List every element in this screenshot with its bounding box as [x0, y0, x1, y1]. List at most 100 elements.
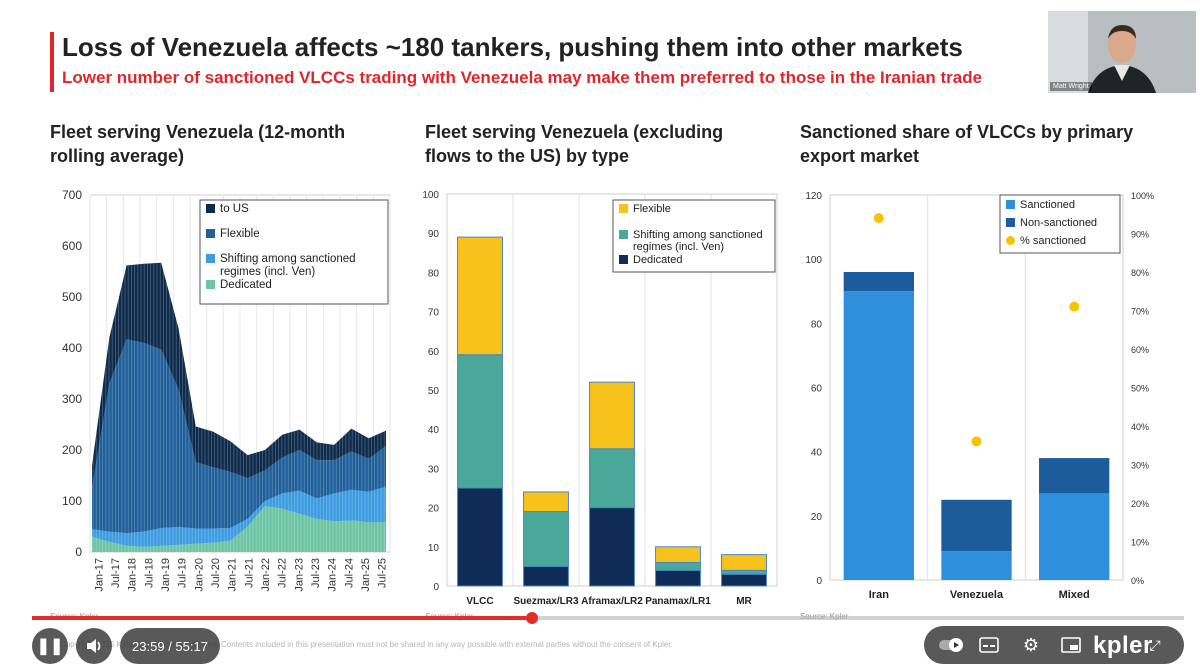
chart2-y-tick-label: 90: [428, 229, 440, 240]
chart2-bar: 0 10 20 30 40 50 60 70 80 90 100 VLCC Suezmax/LR3 Afr…: [422, 190, 778, 607]
chart1-x-tick-label: Jan-20: [193, 558, 205, 592]
chart1-x-tick-label: Jan-18: [127, 558, 139, 592]
chart2-legend-label: Flexible: [633, 203, 671, 215]
chart1-title: Fleet serving Venezuela (12-month rollin…: [50, 122, 346, 166]
subtitles-icon: [979, 637, 999, 653]
chart3-dot-mixed: [1069, 301, 1080, 312]
chart1-x-tick-label: Jan-22: [260, 558, 272, 592]
chart1-x-tick-label: Jan-19: [160, 558, 172, 592]
chart2-bar-aframax-lr2: [589, 381, 635, 450]
chart3-title: Sanctioned share of VLCCs by primary exp…: [800, 122, 1134, 166]
progress-scrubber[interactable]: [525, 612, 538, 624]
autoplay-icon: [939, 638, 963, 652]
fullscreen-button[interactable]: ⤢: [1142, 632, 1168, 658]
chart1-x-tick-label: Jul-21: [243, 558, 255, 588]
chart1-y-tick-label: 500: [62, 290, 82, 304]
chart1-y-tick-label: 100: [62, 494, 82, 508]
chart2-bar-suezmax-lr3: [523, 491, 569, 513]
chart2-title: Fleet serving Venezuela (excluding flows…: [425, 122, 724, 166]
chart3-x-tick-label: Venezuela: [950, 589, 1004, 601]
chart1-x-tick-label: Jan-24: [327, 558, 339, 592]
chart2-y-tick-label: 70: [428, 308, 440, 319]
volume-button[interactable]: [76, 628, 112, 664]
chart2-y-tick-label: 0: [433, 582, 439, 593]
webcam-feed: Matt Wright: [1048, 11, 1196, 93]
chart1-x-tick-label: Jul-25: [377, 558, 389, 588]
chart2-legend-swatch: [619, 230, 628, 239]
chart3-y2-tick-label: 90%: [1131, 230, 1149, 240]
chart3-y-tick-label: 60: [811, 384, 823, 395]
chart1-legend-swatch: [206, 204, 215, 213]
chart2-bar-vlcc: [457, 487, 503, 587]
subtitles-button[interactable]: [976, 632, 1002, 658]
slide-title: Loss of Venezuela affects ~180 tankers, …: [62, 32, 963, 62]
pause-button[interactable]: ❚❚: [32, 628, 68, 664]
chart1-y-tick-label: 600: [62, 239, 82, 253]
chart1-y-tick-label: 400: [62, 341, 82, 355]
chart2-y-tick-label: 10: [428, 543, 440, 554]
chart2-legend-swatch: [619, 255, 628, 264]
chart3-bar: 0 20 40 60 80 100 120 0% 10% 20% 30% 40% 50% 60% 70% 80…: [805, 191, 1154, 601]
chart1-y-tick-label: 700: [62, 188, 82, 202]
miniplayer-button[interactable]: [1058, 632, 1084, 658]
chart3-y2-tick-label: 60%: [1131, 345, 1149, 355]
chart1-legend-label: to US: [220, 203, 249, 215]
chart3-y-tick-label: 120: [805, 191, 822, 202]
chart3-legend-swatch: [1006, 236, 1015, 245]
chart3-y-tick-label: 0: [816, 576, 822, 587]
chart2-bar-suezmax-lr3: [523, 565, 569, 587]
chart3-legend-label: % sanctioned: [1020, 235, 1086, 247]
webcam-name-label: Matt Wright: [1050, 82, 1092, 91]
chart2-bar-mr: [721, 569, 767, 575]
chart3-y-tick-label: 20: [811, 512, 823, 523]
chart2-x-tick-label: Panamax/LR1: [645, 596, 711, 607]
chart2-bar-suezmax-lr3: [523, 511, 569, 567]
chart1-series-shifting: [92, 486, 386, 547]
chart2-y-tick-label: 50: [428, 386, 440, 397]
chart1-x-tick-label: Jul-24: [343, 558, 355, 588]
chart3-y2-tick-label: 0%: [1131, 576, 1144, 586]
chart1-legend-label: Dedicated: [220, 279, 272, 291]
chart3-legend-swatch: [1006, 218, 1015, 227]
chart2-x-tick-label: Aframax/LR2: [581, 596, 643, 607]
pause-icon: ❚❚: [36, 638, 64, 655]
chart3-y-tick-label: 100: [805, 255, 822, 266]
chart1-series-flexible: [92, 339, 386, 534]
presenter-avatar: [1048, 11, 1196, 93]
chart1-legend-box: [199, 199, 389, 305]
chart3-y-tick-label: 40: [811, 448, 823, 459]
chart1-x-tick-label: Jul-20: [210, 558, 222, 588]
chart3-bar-mixed: [1039, 458, 1110, 494]
chart2-y-tick-label: 40: [428, 425, 440, 436]
chart1-legend-label: Shifting among sanctioned regimes (incl. …: [220, 253, 356, 278]
chart3-y2-tick-label: 80%: [1131, 268, 1149, 278]
chart3-legend-label: Non-sanctioned: [1020, 217, 1097, 229]
settings-button[interactable]: ⚙: [1018, 632, 1044, 658]
volume-icon: [87, 639, 101, 653]
title-accent-bar: [50, 32, 54, 92]
chart1-legend-swatch: [206, 280, 215, 289]
autoplay-toggle[interactable]: [938, 632, 964, 658]
chart2-y-tick-label: 60: [428, 347, 440, 358]
gear-icon: ⚙: [1022, 634, 1040, 655]
time-display: 23:59 / 55:17: [120, 628, 220, 664]
chart3-x-tick-label: Iran: [869, 589, 889, 601]
chart1-x-tick-label: Jan-17: [93, 558, 105, 592]
chart3-y2-tick-label: 30%: [1131, 461, 1149, 471]
chart1-y-tick-label: 200: [62, 443, 82, 457]
miniplayer-icon: [1061, 637, 1081, 653]
chart2-legend-swatch: [619, 204, 628, 213]
chart2-bar-vlcc: [457, 354, 503, 489]
fullscreen-icon: ⤢: [1149, 636, 1161, 653]
chart2-y-tick-label: 20: [428, 504, 440, 515]
chart1-x-tick-label: Jul-23: [310, 558, 322, 588]
chart1-series-to: [92, 262, 386, 489]
kpler-logo: kpler: [1093, 632, 1153, 659]
chart3-dot-iran: [873, 213, 884, 224]
chart3-y2-tick-label: 70%: [1131, 307, 1149, 317]
chart2-legend-label: Dedicated: [633, 254, 683, 266]
progress-bar[interactable]: [32, 612, 1184, 624]
chart1-area: 0 100 200 300 400 500 600 700 Jan-17 Jul-17 Jan-18…: [62, 188, 391, 592]
chart1-legend-label: Flexible: [220, 228, 260, 240]
